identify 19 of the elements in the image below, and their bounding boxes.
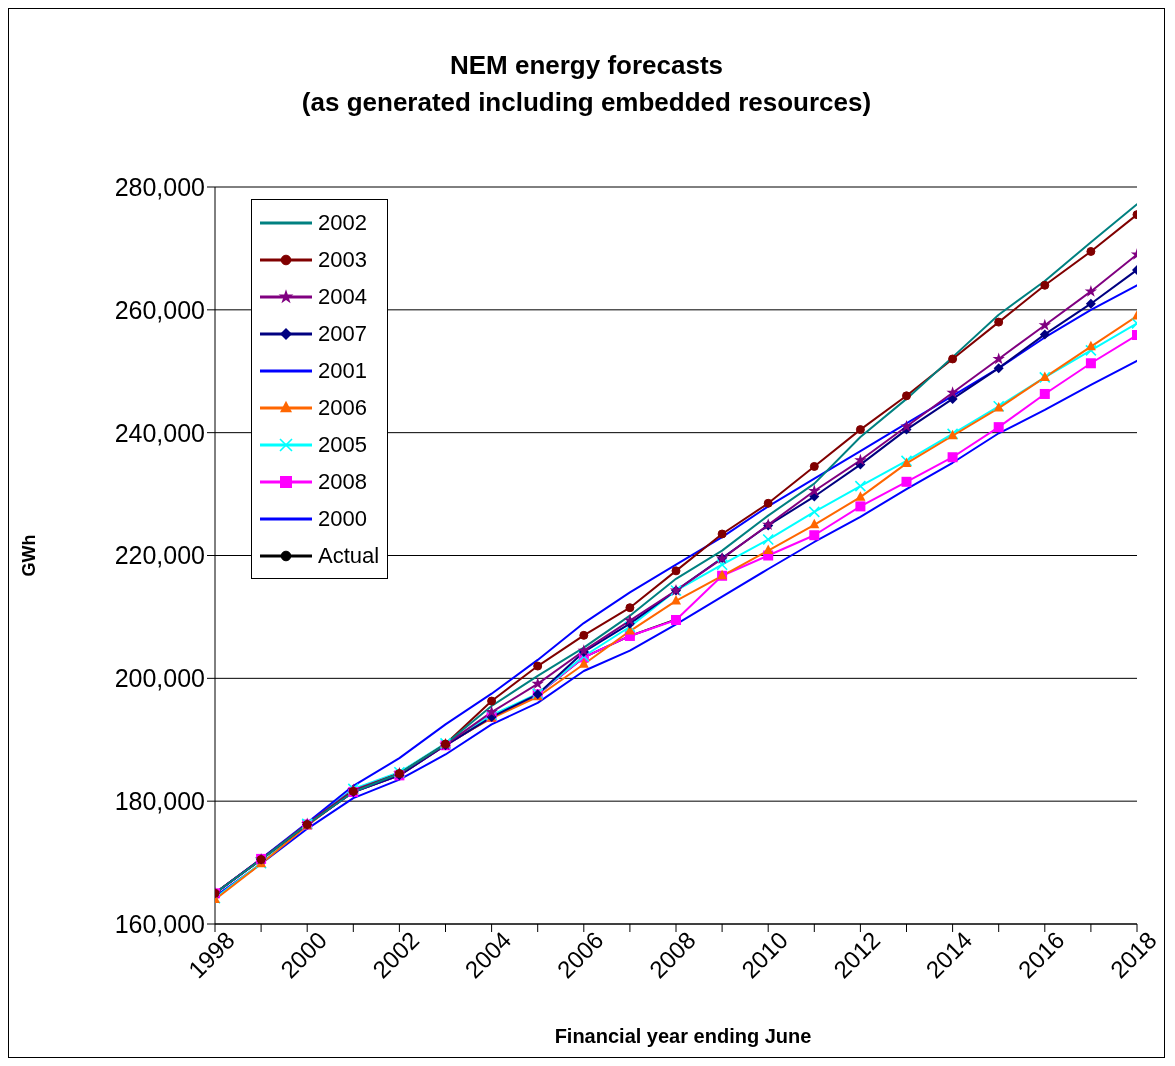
legend-label: 2006 [318, 394, 367, 421]
legend-label: Actual [318, 542, 380, 569]
y-tick-label: 180,000 [114, 787, 205, 816]
legend-label: 2005 [318, 431, 367, 458]
legend-label: 2004 [318, 283, 367, 310]
legend-label: 2000 [318, 505, 367, 532]
y-tick-label: 200,000 [114, 664, 205, 693]
y-tick-label: 280,000 [114, 172, 205, 201]
y-tick-label: 240,000 [114, 418, 205, 447]
y-tick-label: 260,000 [114, 295, 205, 324]
legend-label: 2003 [318, 246, 367, 273]
legend-label: 2007 [318, 320, 367, 347]
y-tick-label: 220,000 [114, 541, 205, 570]
y-axis-title: GWh [19, 534, 40, 577]
legend-label: 2008 [318, 468, 367, 495]
chart-title: NEM energy forecasts (as generated including embedded resources) [300, 49, 873, 119]
legend-label: 2001 [318, 357, 367, 384]
x-axis-title: Financial year ending June [553, 1025, 813, 1048]
legend-label: 2002 [318, 209, 367, 236]
